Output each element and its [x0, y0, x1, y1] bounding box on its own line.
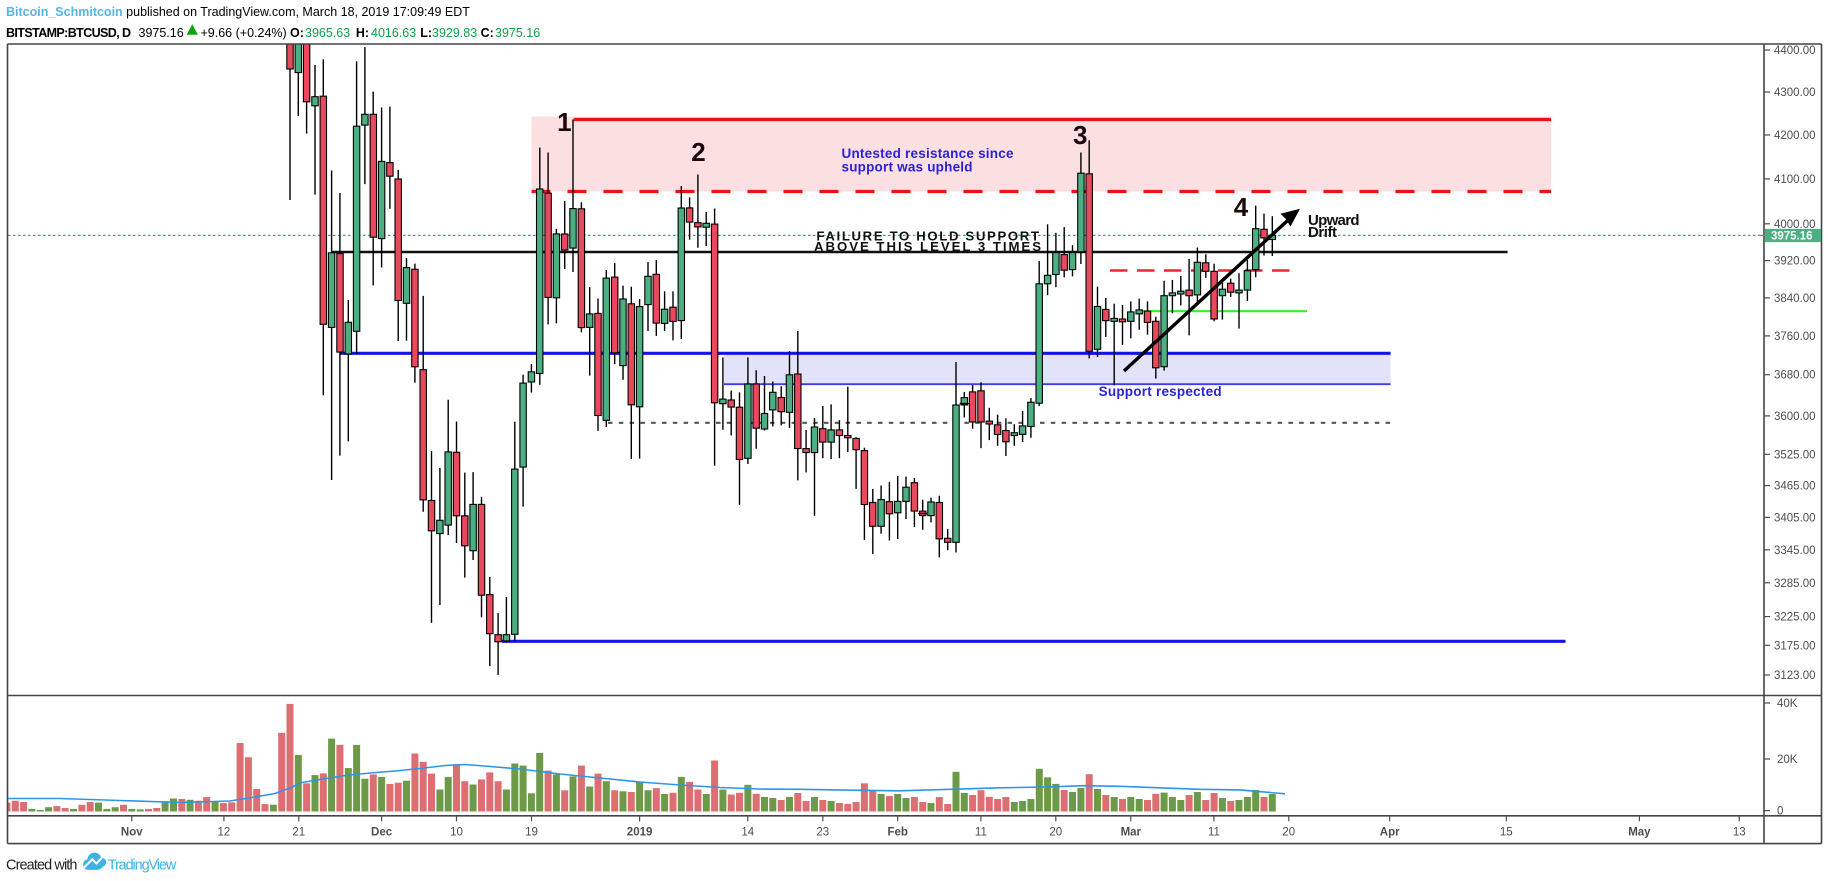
- svg-text:13: 13: [1733, 827, 1746, 839]
- svg-text:L:: L:: [420, 26, 432, 40]
- svg-text:12: 12: [218, 827, 231, 839]
- svg-text:Support respected: Support respected: [1099, 384, 1222, 399]
- svg-text:3975.16: 3975.16: [495, 26, 540, 40]
- svg-text:3123.00: 3123.00: [1774, 670, 1816, 682]
- svg-text:11: 11: [1208, 827, 1220, 839]
- svg-text:3465.00: 3465.00: [1774, 481, 1816, 493]
- svg-text:2: 2: [691, 137, 705, 167]
- svg-text:3840.00: 3840.00: [1774, 293, 1816, 305]
- svg-text:support was upheld: support was upheld: [842, 159, 973, 174]
- svg-text:Drift: Drift: [1308, 224, 1337, 241]
- svg-text:3680.00: 3680.00: [1774, 370, 1816, 382]
- svg-text:C:: C:: [481, 26, 494, 40]
- svg-text:4400.00: 4400.00: [1774, 45, 1816, 57]
- svg-text:19: 19: [525, 827, 538, 839]
- svg-text:3600.00: 3600.00: [1774, 411, 1816, 423]
- svg-text:FAILURE TO HOLD SUPPORT: FAILURE TO HOLD SUPPORT: [816, 228, 1039, 243]
- svg-text:3285.00: 3285.00: [1774, 578, 1816, 590]
- svg-text:40K: 40K: [1777, 698, 1798, 710]
- svg-text:20: 20: [1049, 827, 1062, 839]
- svg-text:4000.00: 4000.00: [1774, 219, 1816, 231]
- svg-text:1: 1: [557, 107, 571, 137]
- svg-text:TradingView: TradingView: [108, 857, 177, 873]
- svg-text:H:: H:: [356, 26, 369, 40]
- svg-text:Upward: Upward: [1308, 212, 1360, 229]
- svg-text:15: 15: [1500, 827, 1513, 839]
- svg-text:3175.00: 3175.00: [1774, 640, 1816, 652]
- svg-text:4016.63: 4016.63: [371, 26, 416, 40]
- svg-text:Mar: Mar: [1121, 827, 1142, 839]
- svg-text:20: 20: [1282, 827, 1295, 839]
- svg-text:3225.00: 3225.00: [1774, 612, 1816, 624]
- svg-text:Untested resistance since: Untested resistance since: [842, 146, 1014, 161]
- svg-text:20K: 20K: [1777, 754, 1798, 766]
- svg-text:3: 3: [1073, 120, 1087, 150]
- svg-text:3405.00: 3405.00: [1774, 512, 1816, 524]
- svg-text:Bitcoin_Schmitcoin published o: Bitcoin_Schmitcoin published on TradingV…: [6, 5, 470, 19]
- svg-text:Feb: Feb: [887, 827, 907, 839]
- svg-text:Nov: Nov: [121, 827, 143, 839]
- svg-text:23: 23: [816, 827, 829, 839]
- svg-text:Apr: Apr: [1380, 827, 1400, 839]
- svg-text:+9.66 (+0.24%): +9.66 (+0.24%): [201, 26, 287, 40]
- svg-text:3345.00: 3345.00: [1774, 545, 1816, 557]
- svg-text:3965.63: 3965.63: [305, 26, 350, 40]
- svg-text:ABOVE THIS LEVEL 3 TIMES: ABOVE THIS LEVEL 3 TIMES: [814, 239, 1041, 254]
- svg-text:11: 11: [975, 827, 987, 839]
- svg-text:0: 0: [1777, 806, 1783, 818]
- svg-text:BITSTAMP:BTCUSD, D: BITSTAMP:BTCUSD, D: [6, 26, 131, 40]
- svg-text:4100.00: 4100.00: [1774, 174, 1816, 186]
- svg-text:10: 10: [450, 827, 463, 839]
- svg-text:21: 21: [292, 827, 305, 839]
- svg-text:2019: 2019: [627, 827, 653, 839]
- svg-text:3975.16: 3975.16: [1771, 230, 1813, 242]
- svg-text:3929.83: 3929.83: [432, 26, 477, 40]
- svg-text:O:: O:: [290, 26, 304, 40]
- svg-text:14: 14: [741, 827, 754, 839]
- svg-text:Dec: Dec: [371, 827, 393, 839]
- svg-text:3760.00: 3760.00: [1774, 331, 1816, 343]
- svg-text:4: 4: [1234, 192, 1249, 222]
- svg-text:3975.16: 3975.16: [139, 26, 184, 40]
- svg-text:May: May: [1628, 827, 1651, 839]
- svg-text:3525.00: 3525.00: [1774, 449, 1816, 461]
- svg-text:3920.00: 3920.00: [1774, 256, 1816, 268]
- svg-text:Created with: Created with: [6, 857, 78, 873]
- svg-text:4300.00: 4300.00: [1774, 87, 1816, 99]
- svg-text:4200.00: 4200.00: [1774, 130, 1816, 142]
